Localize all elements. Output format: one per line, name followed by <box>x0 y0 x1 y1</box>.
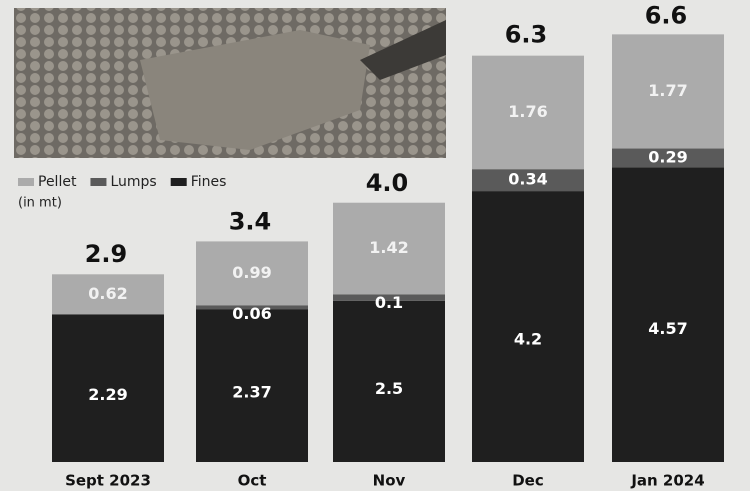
total-label: 6.3 <box>505 21 548 49</box>
x-tick-label: Sept 2023 <box>65 472 151 490</box>
value-label: 1.76 <box>508 102 547 121</box>
value-label: 2.5 <box>375 379 403 398</box>
bar-segment <box>612 167 724 462</box>
legend-label: Fines <box>191 174 227 190</box>
legend-swatch <box>171 178 187 186</box>
value-label: 0.99 <box>232 263 271 282</box>
x-tick-label: Nov <box>373 472 406 490</box>
legend-swatch <box>90 178 106 186</box>
legend-label: Pellet <box>38 174 77 190</box>
total-label: 4.0 <box>366 169 409 197</box>
page: (in mt) Pellet Lumps Fines 2.29 0.62 2.9 Sept … <box>0 0 750 491</box>
value-label: 0.06 <box>232 304 271 323</box>
value-label: 4.57 <box>648 319 687 338</box>
x-tick-label: Jan 2024 <box>630 472 704 490</box>
value-label: 0.1 <box>375 293 403 312</box>
legend-swatch <box>18 178 34 186</box>
value-label: 1.42 <box>369 238 408 257</box>
legend-label: Lumps <box>110 174 156 190</box>
value-label: 2.29 <box>88 385 127 404</box>
value-label: 4.2 <box>514 330 542 349</box>
value-label: 2.37 <box>232 383 271 402</box>
total-label: 2.9 <box>85 240 128 268</box>
value-label: 0.29 <box>648 147 687 166</box>
value-label: 1.77 <box>648 81 687 100</box>
subtitle: (in mt) <box>18 196 62 211</box>
value-label: 0.62 <box>88 284 127 303</box>
photo <box>14 8 446 158</box>
total-label: 6.6 <box>645 1 688 29</box>
total-label: 3.4 <box>229 208 272 236</box>
x-tick-label: Oct <box>238 472 267 490</box>
x-tick-label: Dec <box>512 472 544 490</box>
value-label: 0.34 <box>508 170 547 189</box>
chart: (in mt) Pellet Lumps Fines 2.29 0.62 2.9 Sept … <box>0 0 750 491</box>
bar-segment <box>472 191 584 462</box>
